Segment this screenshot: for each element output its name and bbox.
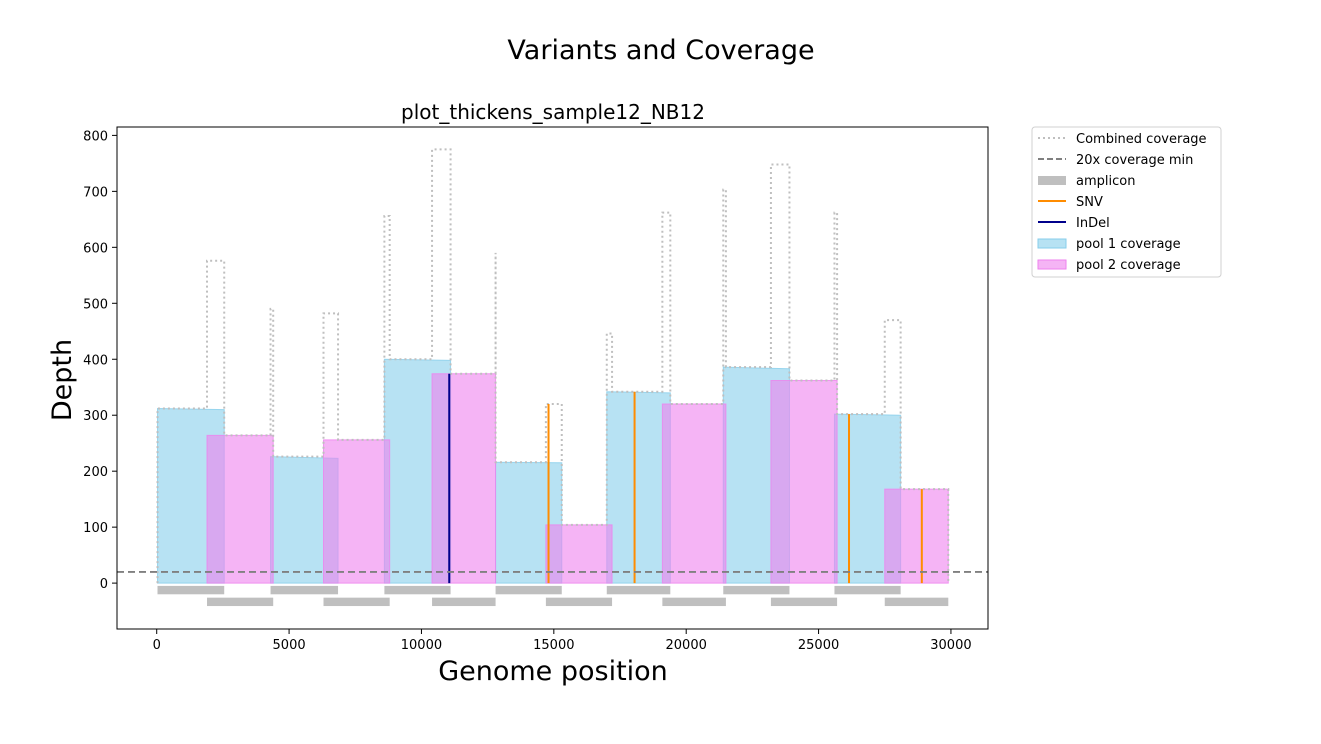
y-tick-label: 200 bbox=[83, 465, 108, 480]
x-tick-label: 15000 bbox=[533, 638, 574, 653]
y-tick-label: 300 bbox=[83, 409, 108, 424]
amplicon-bar-pool2 bbox=[432, 597, 496, 607]
y-tick-label: 400 bbox=[83, 353, 108, 368]
legend-swatch bbox=[1038, 176, 1066, 185]
amplicon-bar-pool1 bbox=[384, 585, 451, 595]
y-tick-label: 600 bbox=[83, 241, 108, 256]
x-tick-label: 20000 bbox=[666, 638, 707, 653]
y-axis-label: Depth bbox=[47, 339, 78, 421]
x-axis-label: Genome position bbox=[438, 656, 668, 687]
amplicon-bar-pool2 bbox=[662, 597, 726, 607]
legend-label: SNV bbox=[1076, 195, 1103, 210]
legend-swatch bbox=[1037, 259, 1067, 270]
x-tick-label: 25000 bbox=[798, 638, 839, 653]
x-tick-label: 10000 bbox=[401, 638, 442, 653]
x-tick-label: 5000 bbox=[273, 638, 306, 653]
legend-label: amplicon bbox=[1076, 174, 1135, 189]
x-tick-label: 0 bbox=[153, 638, 161, 653]
amplicon-bar-pool1 bbox=[834, 585, 901, 595]
amplicon-bar-pool1 bbox=[606, 585, 671, 595]
amplicon-bar-pool2 bbox=[545, 597, 613, 607]
pool2-coverage-area bbox=[431, 373, 497, 584]
pool2-coverage-area bbox=[770, 380, 838, 584]
legend-box bbox=[1031, 126, 1222, 278]
amplicon-bar-pool2 bbox=[323, 597, 390, 607]
pool1-coverage-area bbox=[606, 391, 671, 584]
plot-area bbox=[117, 148, 988, 607]
legend-label: Combined coverage bbox=[1076, 132, 1207, 147]
legend-label: InDel bbox=[1076, 216, 1110, 231]
chart-title: plot_thickens_sample12_NB12 bbox=[401, 100, 705, 124]
pool2-coverage-area bbox=[206, 434, 274, 584]
y-tick-label: 0 bbox=[100, 577, 108, 592]
axes: 0 5000 10000 15000 20000 25000 30000 0 100 200 300… bbox=[83, 126, 989, 653]
pool2-coverage-area bbox=[661, 403, 727, 584]
pool2-coverage-area bbox=[322, 439, 391, 584]
legend-label: pool 1 coverage bbox=[1076, 237, 1181, 252]
x-tick-label: 30000 bbox=[930, 638, 971, 653]
legend-swatch bbox=[1037, 238, 1067, 249]
chart-suptitle: Variants and Coverage bbox=[507, 35, 814, 66]
pool2-coverage-area bbox=[884, 488, 949, 584]
amplicon-bar-pool2 bbox=[770, 597, 838, 607]
pool2-coverage-area bbox=[545, 524, 613, 584]
combined-coverage-line bbox=[156, 148, 950, 584]
amplicon-bar-pool2 bbox=[207, 597, 274, 607]
y-tick-label: 700 bbox=[83, 185, 108, 200]
legend: Combined coverage 20x coverage min amplico… bbox=[1031, 126, 1222, 278]
plot-content bbox=[117, 148, 988, 607]
y-tick-label: 800 bbox=[83, 129, 108, 144]
legend-label: pool 2 coverage bbox=[1076, 258, 1181, 273]
amplicon-bar-pool1 bbox=[157, 585, 225, 595]
amplicon-bar-pool1 bbox=[270, 585, 339, 595]
y-tick-label: 500 bbox=[83, 297, 108, 312]
amplicon-bar-pool2 bbox=[884, 597, 949, 607]
y-tick-label: 100 bbox=[83, 521, 108, 536]
amplicon-bar-pool1 bbox=[723, 585, 790, 595]
plot-frame bbox=[116, 126, 989, 630]
legend-label: 20x coverage min bbox=[1076, 153, 1193, 168]
amplicon-bar-pool1 bbox=[495, 585, 562, 595]
